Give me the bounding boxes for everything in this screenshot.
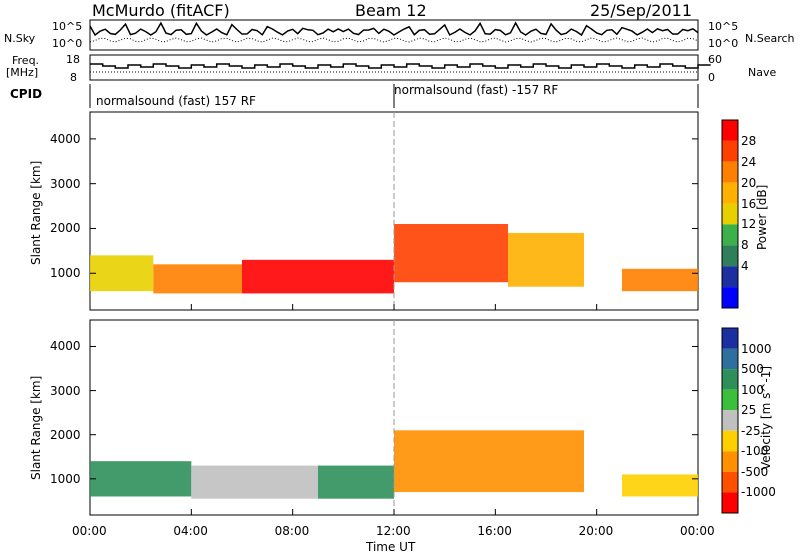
power-ytick-label: 4000 [50,131,81,146]
power-colorbar-segment [722,224,738,246]
velocity-region-1 [191,465,318,499]
nsky-trace [89,21,699,37]
velocity-colorbar-segment [722,369,738,390]
power-region-0 [90,255,154,292]
cpid-segment-2: normalsound (fast) -157 RF [394,83,559,97]
cpid-label: CPID [10,87,43,101]
power-region-4 [508,232,584,287]
velocity-colorbar-segment [722,471,738,493]
xtick-label: 08:00 [274,524,310,538]
power-colorbar-tick: 8 [741,238,749,253]
velocity-colorbar-tick: -1000 [741,485,776,500]
freq-tick-top: 18 [66,53,80,66]
power-colorbar-tick: 12 [741,217,757,232]
velocity-colorbar-segment [722,492,738,513]
power-colorbar-segment [722,182,738,204]
xtick-label: 00:00 [72,524,107,538]
power-colorbar-frame [721,119,739,309]
power-ytick-label: 3000 [50,176,81,191]
freq-trace [90,63,711,69]
power-region-3 [394,223,508,283]
power-colorbar-segment [722,161,738,183]
velocity-colorbar-segment [722,328,738,349]
nave-tick-top: 60 [708,53,722,66]
xtick-label: 12:00 [376,524,411,538]
freq-tick-bottom: 8 [70,71,77,84]
nave-tick-bottom: 0 [708,71,715,84]
nsky-tick-top: 10^5 [52,20,83,33]
cpid-segment-1: normalsound (fast) 157 RF [96,94,256,108]
station-title: McMurdo (fitACF) [92,1,230,20]
xtick-label: 16:00 [477,524,512,538]
nsky-tick-bottom: 10^0 [52,37,83,50]
power-colorbar-segment [722,120,738,141]
velocity-colorbar-segment [722,410,738,431]
power-colorbar-tick: 4 [741,259,749,274]
velocity-colorbar-segment [722,389,738,411]
velocity-colorbar-tick: -25 [741,423,761,438]
velocity-colorbar-segment [722,451,738,472]
power-colorbar-segment [722,287,738,308]
freq-label-line2: [MHz] [6,66,39,79]
nsearch-tick-top: 10^5 [708,20,739,33]
date-title: 25/Sep/2011 [590,1,693,20]
velocity-colorbar-tick: 1000 [741,341,772,356]
velocity-colorbar-tick: 100 [741,382,764,397]
velocity-region-4 [622,474,698,497]
xlabel: Time UT [366,540,416,554]
nsearch-label: N.Search [745,32,795,45]
power-region-5 [622,268,698,292]
nave-label: Nave [748,66,777,79]
nsearch-trace [89,37,699,43]
freq-label-line1: Freq. [12,54,40,67]
velocity-region-3 [394,430,584,493]
velocity-colorbar-tick: 25 [741,403,757,418]
beam-title: Beam 12 [355,1,427,20]
velocity-colorbar-tick: -100 [741,444,769,459]
power-region-1 [153,264,242,294]
power-colorbar-tick: 28 [741,133,757,148]
power-colorbar-segment [722,203,738,225]
velocity-ytick-label: 1000 [50,471,81,486]
power-region-2 [242,259,394,294]
power-ytick-label: 1000 [50,266,81,281]
velocity-region-0 [90,461,192,497]
velocity-ytick-label: 4000 [50,339,81,354]
velocity-colorbar-tick: 500 [741,362,764,377]
nsky-panel-frame [89,19,699,51]
xtick-label: 00:00 [680,524,715,538]
velocity-colorbar-tick: -500 [741,464,769,479]
velocity-region-2 [318,465,394,499]
power-colorbar-segment [722,140,738,162]
power-colorbar-tick: 24 [741,154,757,169]
nsky-label: N.Sky [4,32,36,45]
power-colorbar-tick: 16 [741,196,757,211]
power-colorbar-segment [722,245,738,267]
velocity-ytick-label: 2000 [50,427,81,442]
velocity-colorbar-segment [722,430,738,452]
nsearch-tick-bottom: 10^0 [708,37,739,50]
power-colorbar-tick: 20 [741,175,757,190]
xtick-label: 20:00 [578,524,614,538]
xtick-label: 04:00 [173,524,208,538]
power-colorbar-segment [722,266,738,288]
power-ytick-label: 2000 [50,221,81,236]
velocity-colorbar-frame [721,327,739,514]
velocity-ytick-label: 3000 [50,383,81,398]
velocity-colorbar-segment [722,348,738,370]
